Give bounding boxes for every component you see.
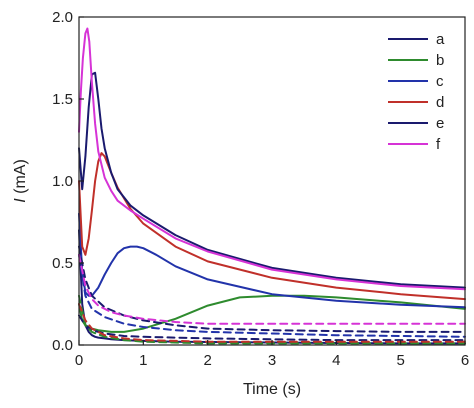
series-line-c-dashed bbox=[78, 253, 466, 338]
y-tick-label: 2.0 bbox=[52, 9, 73, 26]
series-line-c bbox=[78, 212, 466, 309]
x-tick-label: 6 bbox=[461, 352, 469, 369]
series-line-b-dashed bbox=[78, 294, 466, 345]
x-tick-label: 4 bbox=[332, 352, 340, 369]
x-tick-label: 5 bbox=[396, 352, 404, 369]
legend-label-b: b bbox=[436, 52, 444, 69]
legend-label-a: a bbox=[436, 31, 445, 48]
legend-label-f: f bbox=[436, 136, 441, 153]
x-tick-label: 3 bbox=[268, 352, 276, 369]
legend-label-c: c bbox=[436, 73, 444, 90]
series-layer bbox=[78, 27, 466, 345]
x-tick-label: 2 bbox=[203, 352, 211, 369]
series-line-f-dashed bbox=[78, 253, 466, 325]
legend-label-e: e bbox=[436, 115, 444, 132]
y-axis-title-unit: (mA) bbox=[12, 159, 29, 198]
y-tick-label: 0.0 bbox=[52, 337, 73, 354]
y-axis-title: I (mA) bbox=[12, 159, 29, 203]
x-axis-title: Time (s) bbox=[243, 381, 301, 398]
series-line-e-dashed bbox=[78, 245, 466, 333]
legend-label-d: d bbox=[436, 94, 444, 111]
y-tick-label: 1.5 bbox=[52, 91, 73, 108]
series-line-f bbox=[78, 27, 466, 291]
y-axis-title-symbol: I bbox=[12, 198, 29, 203]
series-line-d bbox=[78, 152, 466, 301]
series-line-e bbox=[78, 71, 466, 289]
series-line-d-dashed bbox=[78, 303, 466, 343]
y-tick-label: 0.5 bbox=[52, 255, 73, 272]
x-tick-label: 1 bbox=[139, 352, 147, 369]
ticks-layer: 0 1 2 3 4 5 6 0.0 0.5 1.0 1.5 2.0 bbox=[52, 9, 469, 369]
series-line-b bbox=[78, 294, 466, 333]
y-tick-label: 1.0 bbox=[52, 173, 73, 190]
x-tick-label: 0 bbox=[75, 352, 83, 369]
